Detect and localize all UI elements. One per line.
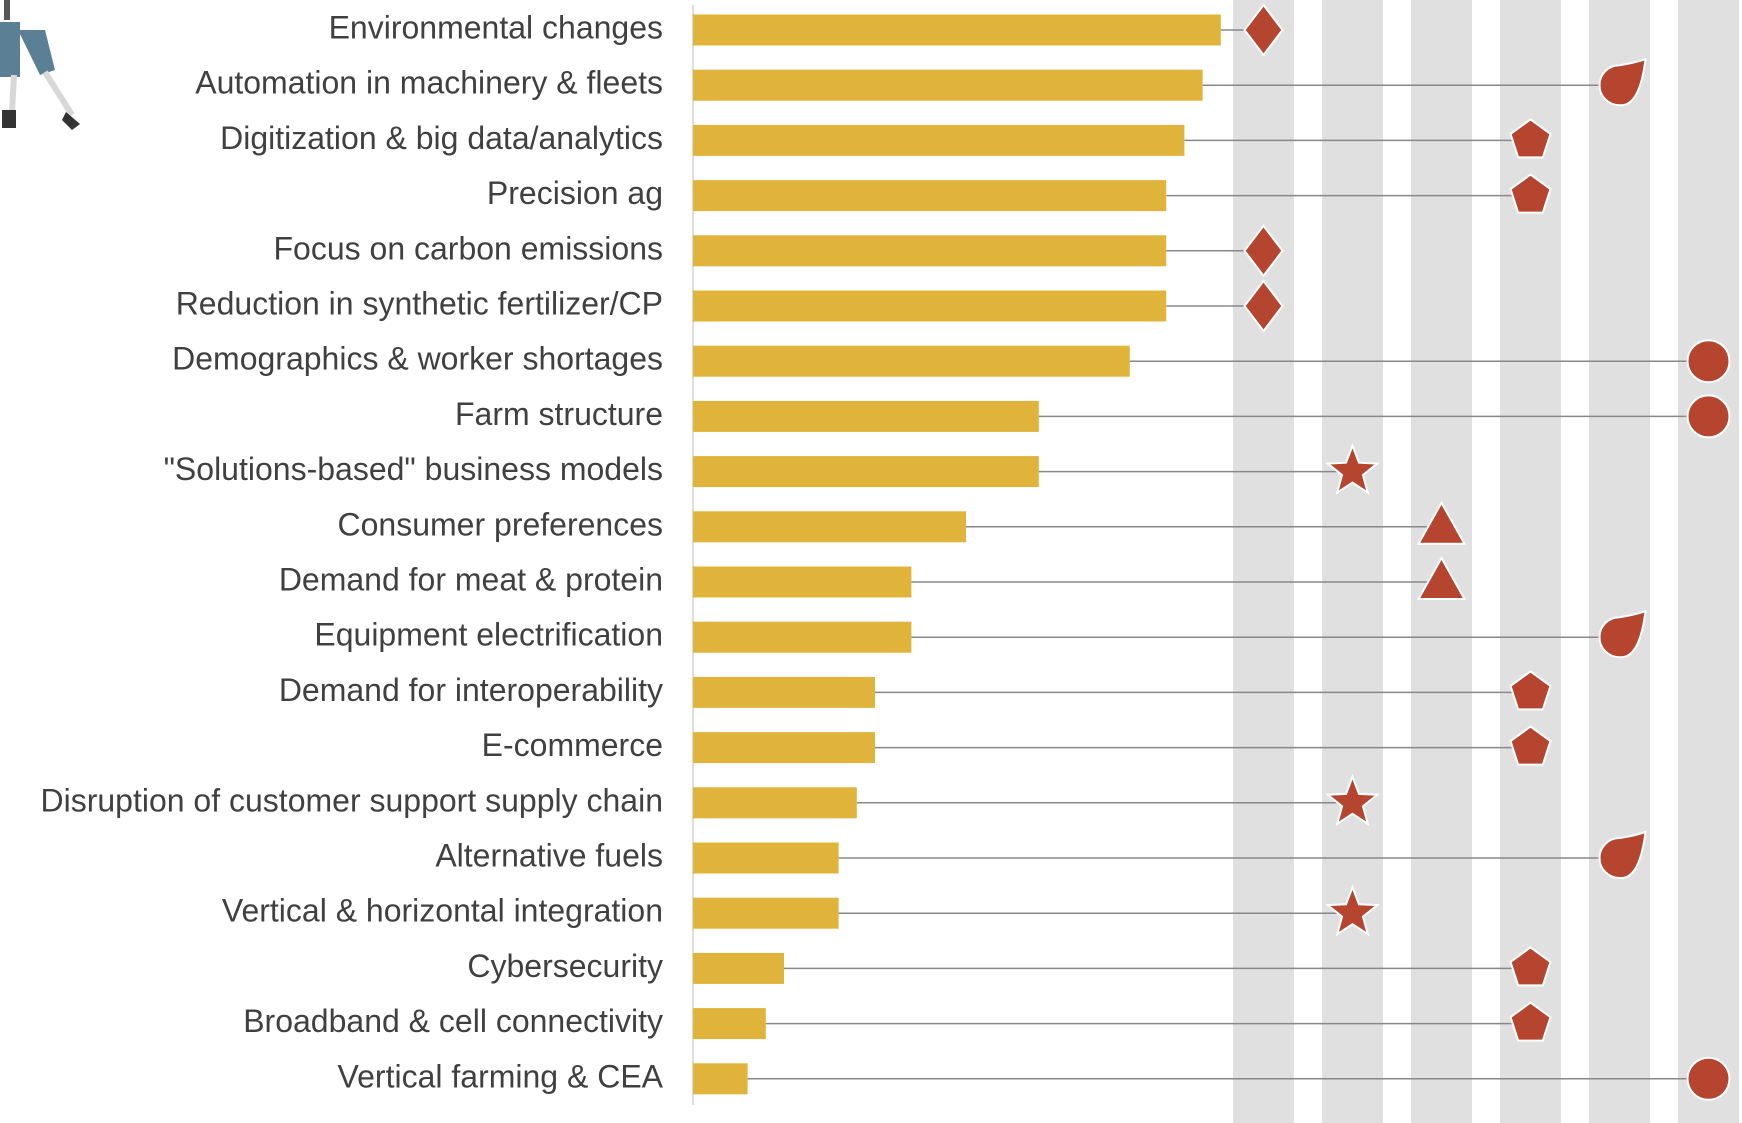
y-tick-label: Disruption of customer support supply ch… xyxy=(40,782,663,818)
marker xyxy=(1509,725,1552,766)
y-tick-label: Focus on carbon emissions xyxy=(273,230,663,266)
bar xyxy=(693,180,1167,212)
marker xyxy=(1509,173,1552,214)
y-tick-label: Digitization & big data/analytics xyxy=(220,120,663,156)
y-tick-label: Broadband & cell connectivity xyxy=(243,1003,663,1039)
y-tick-label: Farm structure xyxy=(455,396,663,432)
y-tick-label: Environmental changes xyxy=(329,9,663,45)
group-column xyxy=(1678,0,1739,1123)
marker xyxy=(1509,1001,1552,1042)
marker xyxy=(1416,500,1467,545)
person-icon xyxy=(0,0,80,130)
bar xyxy=(693,566,912,598)
marker xyxy=(1416,555,1467,600)
y-tick-label: Alternative fuels xyxy=(435,837,663,873)
marker xyxy=(1509,118,1552,159)
y-tick-label: Cybersecurity xyxy=(467,948,663,984)
bar xyxy=(693,732,875,764)
marker xyxy=(1325,773,1380,827)
bar xyxy=(693,14,1221,46)
y-tick-label: Vertical farming & CEA xyxy=(338,1058,664,1094)
marker xyxy=(1325,884,1380,937)
bar xyxy=(693,621,912,653)
y-tick-label: Reduction in synthetic fertilizer/CP xyxy=(176,285,663,321)
y-tick-label: Demand for interoperability xyxy=(279,672,663,708)
bar xyxy=(693,1063,748,1095)
marker xyxy=(1686,1056,1731,1101)
group-column xyxy=(1322,0,1383,1123)
y-tick-label: E-commerce xyxy=(482,727,663,763)
bar xyxy=(693,345,1130,377)
bar xyxy=(693,897,839,929)
bar xyxy=(693,511,966,543)
marker xyxy=(1686,339,1731,384)
bar xyxy=(693,124,1185,156)
group-column xyxy=(1233,0,1294,1123)
y-tick-label: Precision ag xyxy=(487,175,663,211)
marker xyxy=(1325,442,1380,495)
marker xyxy=(1598,830,1647,880)
group-column xyxy=(1589,0,1650,1123)
bar xyxy=(693,456,1039,488)
bar xyxy=(693,69,1203,101)
bar xyxy=(693,235,1167,267)
y-tick-label: Automation in machinery & fleets xyxy=(195,65,663,101)
y-tick-label: Demographics & worker shortages xyxy=(172,341,663,377)
marker xyxy=(1598,609,1647,659)
bar xyxy=(693,952,784,984)
marker xyxy=(1243,3,1284,57)
bar xyxy=(693,290,1167,322)
bar xyxy=(693,1008,766,1040)
marker xyxy=(1686,394,1731,439)
bar xyxy=(693,787,857,819)
y-tick-label: Demand for meat & protein xyxy=(279,561,663,597)
bar xyxy=(693,676,875,708)
y-tick-label: "Solutions-based" business models xyxy=(164,451,663,487)
marker xyxy=(1509,670,1552,711)
bar xyxy=(693,400,1039,432)
marker xyxy=(1598,57,1647,107)
y-tick-label: Equipment electrification xyxy=(314,617,663,653)
bar xyxy=(693,842,839,874)
marker xyxy=(1243,224,1284,278)
marker xyxy=(1509,946,1552,987)
marker xyxy=(1243,279,1284,333)
y-tick-label: Consumer preferences xyxy=(338,506,663,542)
y-tick-label: Vertical & horizontal integration xyxy=(222,893,663,929)
